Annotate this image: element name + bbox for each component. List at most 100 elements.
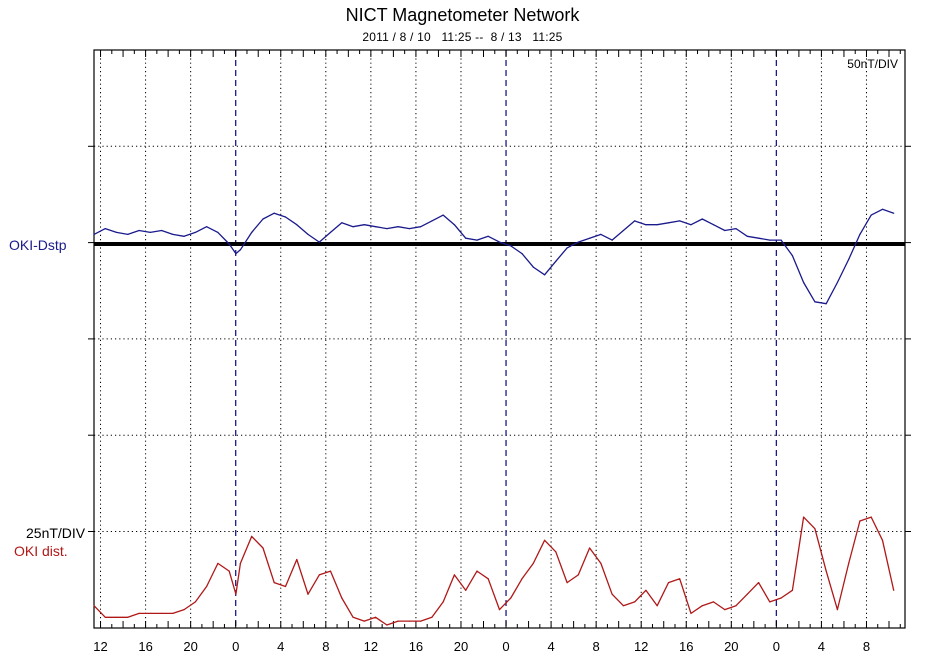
dist-point — [611, 593, 613, 595]
dist-point — [386, 624, 388, 626]
dist-point — [420, 620, 422, 622]
dstp-point — [690, 224, 692, 226]
dstp-point — [611, 239, 613, 241]
dstp-point — [235, 253, 237, 255]
x-tick-label: 8 — [322, 639, 329, 654]
dstp-point — [161, 229, 163, 232]
dist-point — [893, 589, 895, 591]
x-tick-label: 16 — [409, 639, 423, 654]
dist-point — [521, 578, 523, 580]
dstp-point — [206, 226, 208, 228]
dist-point — [791, 589, 794, 591]
x-tick-label: 8 — [593, 639, 600, 654]
dist-point — [363, 620, 365, 622]
dist-point — [769, 601, 771, 603]
x-tick-label: 8 — [863, 639, 870, 654]
dist-point — [758, 582, 760, 584]
dstp-point — [284, 216, 287, 218]
dstp-point — [758, 237, 760, 239]
dstp-point — [566, 247, 568, 249]
chart-subtitle: 2011 / 8 / 10 11:25 -- 8 / 13 11:25 — [362, 30, 563, 44]
dstp-point — [836, 281, 839, 284]
dist-point — [487, 578, 489, 580]
dstp-point — [555, 260, 557, 262]
dist-point — [453, 574, 455, 576]
dstp-point — [251, 231, 253, 233]
dist-point — [634, 601, 636, 603]
x-tick-label: 4 — [547, 639, 554, 654]
dstp-point — [138, 229, 140, 232]
dstp-point — [645, 224, 647, 226]
dist-point — [352, 616, 354, 618]
dist-point — [442, 601, 444, 603]
dist-point — [510, 597, 512, 599]
dstp-point — [510, 245, 512, 247]
dist-point — [881, 539, 884, 541]
dist-point — [273, 582, 275, 584]
dist-point — [318, 574, 320, 576]
day-boundary-layer — [235, 50, 778, 628]
dstp-point — [149, 231, 151, 233]
dstp-point — [724, 229, 726, 232]
dstp-point — [217, 231, 219, 233]
dist-point — [498, 609, 501, 611]
dist-point — [307, 593, 309, 595]
dist-point — [667, 582, 670, 584]
dstp-point — [341, 222, 343, 224]
dstp-point — [172, 233, 174, 235]
dist-point — [870, 516, 872, 518]
dstp-point — [262, 218, 264, 220]
dstp-point — [183, 235, 185, 237]
x-tick-label: 16 — [138, 639, 152, 654]
dist-point — [115, 616, 118, 618]
dist-point — [679, 578, 681, 580]
dist-point — [251, 535, 253, 538]
dist-point — [532, 562, 534, 565]
dist-point — [848, 562, 850, 565]
dist-point — [93, 605, 95, 607]
dstp-point — [622, 229, 625, 232]
dist-point — [138, 612, 140, 615]
dstp-point — [228, 243, 230, 245]
dist-point — [172, 612, 174, 615]
x-tick-label: 20 — [454, 639, 468, 654]
dist-point — [476, 570, 478, 572]
dstp-point — [442, 214, 444, 216]
dist-point — [555, 551, 557, 553]
dist-point — [262, 547, 264, 549]
dist-point — [544, 539, 546, 541]
dstp-point — [600, 233, 602, 235]
dstp-point — [476, 239, 478, 241]
dstp-point — [780, 239, 782, 241]
x-tick-label: 0 — [773, 639, 780, 654]
dstp-point — [194, 231, 196, 233]
dstp-point — [465, 237, 467, 239]
dstp-point — [273, 212, 275, 214]
dstp-point — [825, 303, 827, 305]
dstp-point — [589, 237, 591, 239]
dstp-point — [408, 228, 410, 230]
dstp-point — [453, 224, 455, 226]
dist-point — [149, 612, 151, 615]
x-tick-label-layer: 12 16 20 0 4 8 12 16 20 0 4 8 12 16 20 0 4 8 — [93, 639, 870, 654]
dist-point — [836, 609, 839, 611]
dist-point — [803, 516, 805, 518]
x-tick-label: 12 — [364, 639, 378, 654]
bottom-scale-label: 25nT/DIV — [26, 525, 86, 541]
series-label-oki-dist: OKI dist. — [14, 543, 68, 559]
dist-point — [104, 616, 106, 618]
dstp-point — [375, 226, 377, 228]
dist-point — [735, 605, 737, 607]
dist-point — [825, 570, 827, 572]
dist-point — [465, 589, 467, 591]
dstp-point — [420, 226, 422, 228]
dist-point — [431, 616, 433, 618]
dstp-point — [352, 226, 354, 228]
dstp-point — [701, 218, 703, 220]
dist-point — [859, 520, 861, 522]
chart-title: NICT Magnetometer Network — [345, 5, 580, 25]
dist-point — [566, 582, 568, 584]
dstp-point — [487, 235, 489, 237]
dstp-point — [307, 233, 309, 235]
